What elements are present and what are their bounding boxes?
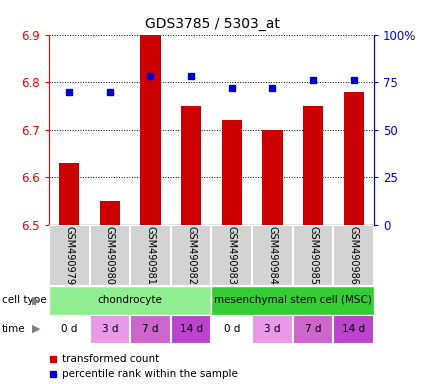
Bar (49, 315, 90, 344)
Bar (90, 315, 130, 344)
Text: GSM490979: GSM490979 (64, 226, 74, 285)
Text: GSM490982: GSM490982 (186, 226, 196, 285)
Bar (140, 35, 161, 225)
Text: GSM490986: GSM490986 (348, 226, 359, 285)
Bar (181, 106, 201, 225)
Bar (333, 225, 374, 286)
Bar (221, 120, 242, 225)
Bar (211, 225, 252, 286)
Text: chondrocyte: chondrocyte (98, 295, 163, 306)
Bar (252, 315, 293, 344)
Bar (49, 286, 211, 315)
Bar (211, 286, 374, 315)
Text: cell type: cell type (2, 295, 47, 305)
Bar (171, 225, 211, 286)
Bar (59, 163, 79, 225)
Text: percentile rank within the sample: percentile rank within the sample (62, 369, 238, 379)
Bar (211, 315, 252, 344)
Bar (100, 201, 120, 225)
Text: 3 d: 3 d (102, 324, 118, 334)
Text: GSM490985: GSM490985 (308, 226, 318, 285)
Text: transformed count: transformed count (62, 354, 159, 364)
Bar (90, 225, 130, 286)
Text: GSM490983: GSM490983 (227, 226, 237, 285)
Text: 0 d: 0 d (224, 324, 240, 334)
Text: GSM490980: GSM490980 (105, 226, 115, 285)
Text: 0 d: 0 d (61, 324, 77, 334)
Text: ▶: ▶ (32, 324, 41, 334)
Bar (343, 91, 364, 225)
Text: 7 d: 7 d (305, 324, 321, 334)
Bar (262, 129, 283, 225)
Text: ▶: ▶ (32, 295, 41, 305)
Bar (303, 106, 323, 225)
Text: time: time (2, 324, 26, 334)
Text: mesenchymal stem cell (MSC): mesenchymal stem cell (MSC) (214, 295, 371, 306)
Text: 14 d: 14 d (342, 324, 365, 334)
Bar (130, 315, 171, 344)
Text: GSM490984: GSM490984 (267, 226, 278, 285)
Bar (293, 225, 333, 286)
Text: 7 d: 7 d (142, 324, 159, 334)
Text: 14 d: 14 d (179, 324, 203, 334)
Bar (49, 225, 90, 286)
Bar (293, 315, 333, 344)
Text: 3 d: 3 d (264, 324, 281, 334)
Bar (130, 225, 171, 286)
Bar (252, 225, 293, 286)
Bar (171, 315, 211, 344)
Text: GDS3785 / 5303_at: GDS3785 / 5303_at (145, 17, 280, 31)
Bar (333, 315, 374, 344)
Text: GSM490981: GSM490981 (145, 226, 156, 285)
